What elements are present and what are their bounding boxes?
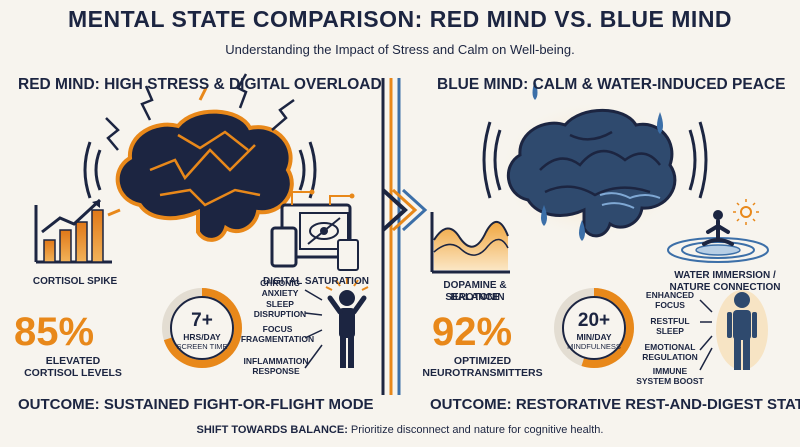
water-label-1: WATER IMMERSION /	[674, 270, 776, 281]
red-stat-label-2: CORTISOL LEVELS	[24, 367, 122, 379]
blue-brain-icon	[482, 80, 708, 241]
water-label-2: NATURE CONNECTION	[669, 282, 781, 293]
benefit-item: ENHANCED FOCUS	[645, 290, 695, 310]
benefit-item: RESTFUL SLEEP	[650, 316, 690, 336]
blue-stat-label-2: NEUROTRANSMITTERS	[422, 367, 543, 379]
stressed-person-icon	[325, 277, 369, 368]
benefits-arrows	[699, 299, 713, 371]
blue-ring-unit-1: MIN/DAY	[576, 332, 612, 342]
red-brain-icon	[83, 73, 317, 242]
effect-item: CHRONIC ANXIETY	[260, 278, 300, 298]
footer-text: Prioritize disconnect and nature for cog…	[347, 424, 604, 436]
mindfulness-ring	[554, 288, 634, 368]
effects-arrows	[304, 289, 323, 369]
benefit-item: IMMUNE SYSTEM BOOST	[636, 366, 704, 386]
footer-bold: SHIFT TOWARDS BALANCE:	[196, 424, 348, 436]
blue-outcome: OUTCOME: RESTORATIVE REST-AND-DIGEST STA…	[430, 396, 800, 413]
effect-item: INFLAMMATION RESPONSE	[243, 356, 309, 376]
effect-item: FOCUS FRAGMENTATION	[240, 324, 315, 344]
footer: SHIFT TOWARDS BALANCE: Prioritize discon…	[0, 424, 800, 436]
red-outcome: OUTCOME: SUSTAINED FIGHT-OR-FLIGHT MODE	[18, 396, 374, 413]
cortisol-chart-icon	[34, 198, 112, 264]
blue-ring-unit-2: MINDFULNESS	[567, 342, 621, 351]
blue-stat-value: 92%	[432, 310, 513, 354]
center-divider	[381, 78, 428, 395]
digital-devices-icon	[270, 189, 359, 271]
screen-time-ring	[162, 288, 242, 368]
red-heading: RED MIND: HIGH STRESS & DIGITAL OVERLOAD	[18, 76, 382, 93]
cortisol-label: CORTISOL SPIKE	[32, 276, 118, 287]
red-ring-unit-2: SCREEN TIME	[176, 342, 228, 351]
red-ring-value: 7+	[191, 310, 213, 331]
red-stat-label-1: ELEVATED	[45, 355, 101, 367]
page-subtitle: Understanding the Impact of Stress and C…	[225, 42, 575, 57]
benefit-item: EMOTIONAL REGULATION	[642, 342, 698, 362]
dopamine-chart-icon	[430, 212, 510, 274]
red-ring-unit-1: HRS/DAY	[183, 332, 221, 342]
page-title: MENTAL STATE COMPARISON: RED MIND VS. BL…	[67, 6, 733, 32]
effect-item: SLEEP DISRUPTION	[253, 299, 307, 319]
calm-person-icon	[716, 290, 768, 370]
blue-ring-value: 20+	[577, 310, 611, 331]
blue-stat-label-1: OPTIMIZED	[453, 355, 512, 367]
meditation-water-icon	[667, 199, 769, 263]
blue-heading: BLUE MIND: CALM & WATER-INDUCED PEACE	[437, 76, 786, 93]
dopamine-label-1: DOPAMINE & SEROTONIN	[443, 280, 507, 303]
red-stat-value: 85%	[14, 310, 95, 354]
digital-label: DIGITAL SATURATION	[263, 276, 369, 287]
dopamine-label-2: BALANCE	[450, 292, 500, 303]
